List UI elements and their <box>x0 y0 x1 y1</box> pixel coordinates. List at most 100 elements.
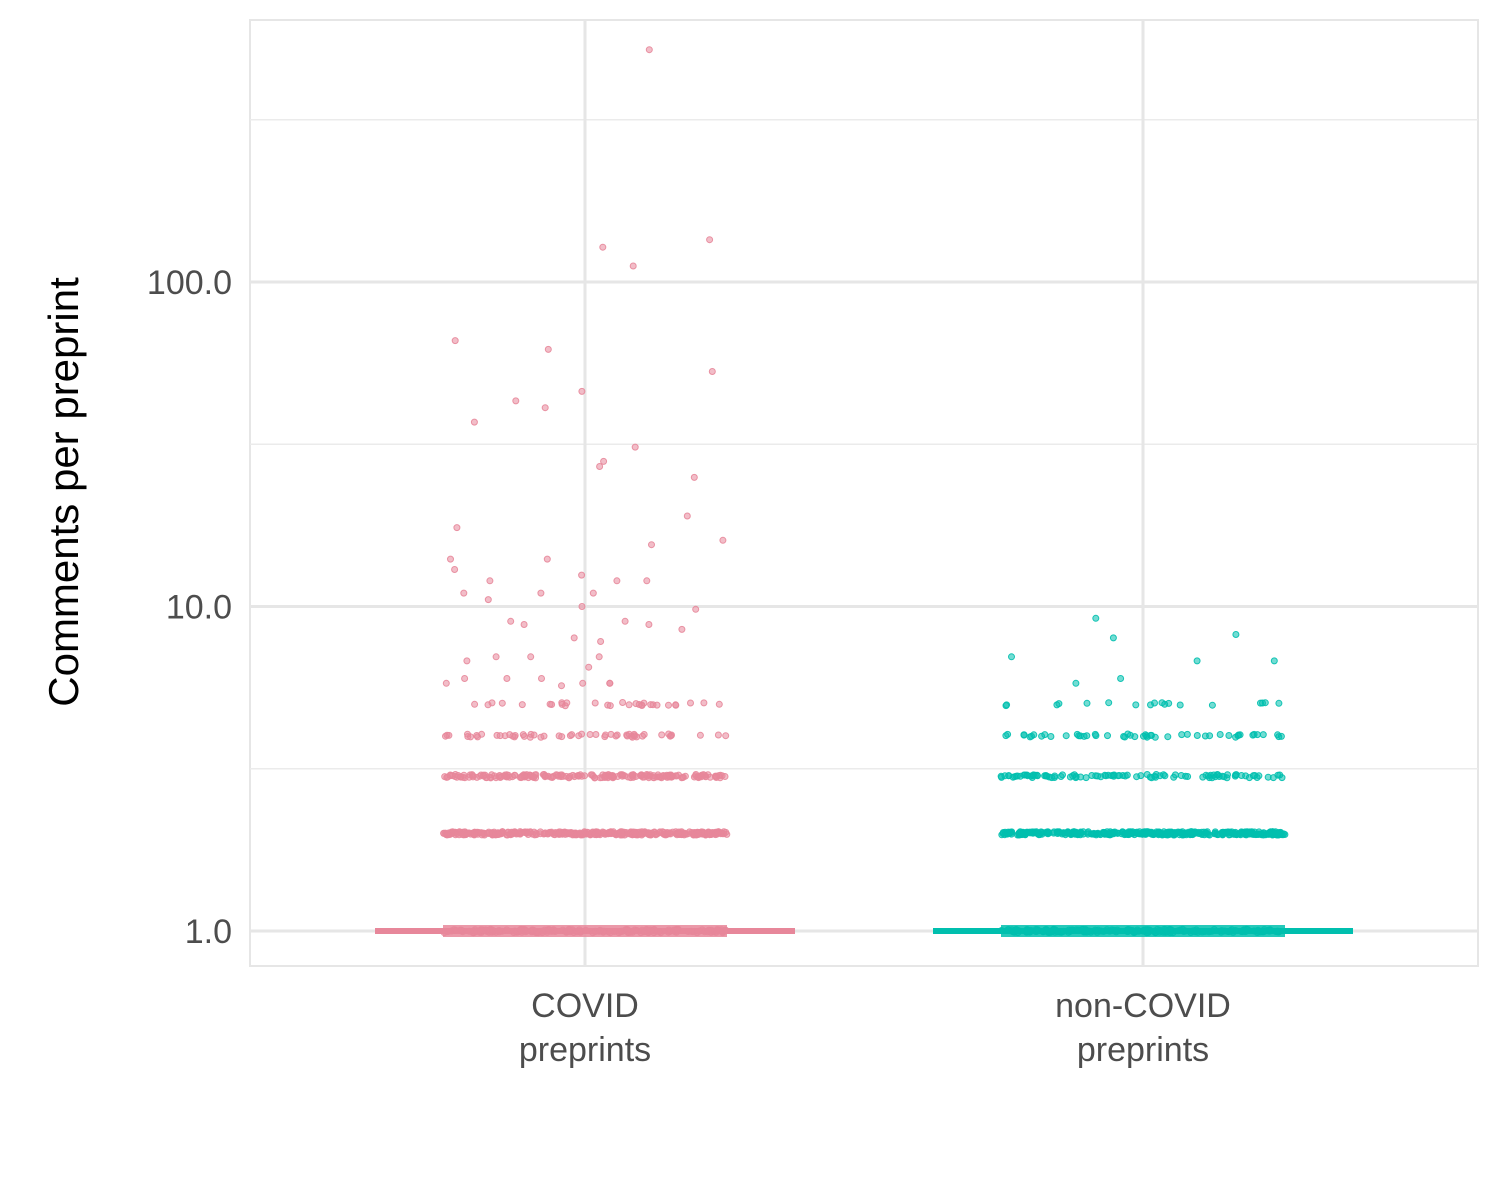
series-1-outlier <box>1109 634 1117 642</box>
series-0-point <box>591 699 599 707</box>
series-1-point <box>1054 830 1062 837</box>
series-0-point <box>672 701 680 709</box>
series-0-point <box>615 929 623 937</box>
series-0-point <box>484 701 492 709</box>
series-0-point <box>501 732 509 740</box>
series-0-point <box>592 731 600 738</box>
series-0-outlier <box>643 577 651 585</box>
series-0-outlier <box>543 555 551 563</box>
series-1-point <box>1047 733 1055 740</box>
series-0-point <box>492 831 500 838</box>
series-1-point <box>1183 730 1191 738</box>
series-0-point <box>441 773 449 781</box>
series-1-point <box>1232 927 1240 934</box>
series-0-point <box>665 701 672 709</box>
series-1-point <box>1275 733 1283 741</box>
series-0-point <box>516 828 524 836</box>
series-0-point <box>638 701 646 709</box>
series-1-point <box>1267 927 1275 935</box>
series-0-outlier <box>613 577 621 585</box>
series-1-point <box>1110 771 1118 779</box>
series-0-outlier <box>453 524 461 532</box>
series-1-point <box>1152 771 1160 778</box>
series-0-outlier <box>589 589 597 597</box>
series-0-outlier <box>719 536 727 544</box>
series-0-point <box>599 928 607 936</box>
series-0-point <box>607 830 615 838</box>
series-0-point <box>538 929 546 937</box>
series-1-point <box>1090 829 1098 837</box>
series-0-point <box>640 773 648 781</box>
series-1-point <box>1142 829 1150 837</box>
series-1-outlier <box>1193 657 1201 665</box>
series-1-point <box>1216 731 1224 738</box>
series-0-point <box>722 732 730 740</box>
series-1-point <box>1161 772 1169 780</box>
series-1-point <box>1133 828 1141 836</box>
series-0-point <box>518 701 526 709</box>
series-1-point <box>1164 733 1172 741</box>
series-0-point <box>619 771 627 779</box>
series-0-point <box>566 772 574 780</box>
series-1-point <box>1074 927 1082 935</box>
series-0-point <box>666 732 674 740</box>
series-1-point <box>1028 732 1035 740</box>
series-1-point <box>1043 829 1051 837</box>
series-1-point <box>1123 829 1131 837</box>
series-1-point <box>1083 699 1091 707</box>
series-1-point <box>1225 732 1233 739</box>
series-1-point <box>1042 772 1050 780</box>
series-0-point <box>663 829 671 836</box>
series-0-point <box>639 732 646 740</box>
series-0-outlier <box>461 675 469 682</box>
series-0-point <box>455 828 463 836</box>
series-1-outlier <box>1072 679 1080 687</box>
series-1-point <box>1221 927 1229 935</box>
series-1-point <box>1257 699 1264 707</box>
series-0-outlier <box>541 404 549 412</box>
series-1-point <box>1208 701 1216 709</box>
series-0-outlier <box>451 337 459 345</box>
series-0-point <box>658 731 666 739</box>
series-0-outlier <box>507 617 515 625</box>
series-0-outlier <box>678 625 686 633</box>
series-1-point <box>1013 772 1021 780</box>
series-0-outlier <box>578 387 586 395</box>
series-0-point <box>561 702 569 710</box>
series-1-point <box>1164 831 1172 839</box>
series-0-point <box>558 771 566 779</box>
series-0-point <box>495 773 503 781</box>
series-0-point <box>537 733 545 741</box>
series-0-point <box>715 700 723 708</box>
series-1-point <box>1176 829 1184 837</box>
series-0-outlier <box>692 605 700 613</box>
series-1-point <box>1275 699 1283 707</box>
ticks-layer: 1.0 10.0 100.0 COVID preprints non-COVID prepr… <box>147 264 1231 1069</box>
series-1-point <box>1176 701 1184 709</box>
series-0-point <box>555 732 563 740</box>
series-1-point <box>1170 773 1178 781</box>
series-1-point <box>1070 771 1078 779</box>
x-tick-label: non-COVID preprints <box>1055 987 1231 1069</box>
series-1-outlier <box>1232 631 1240 638</box>
series-0-point <box>625 701 633 709</box>
series-1-point <box>1002 702 1010 710</box>
series-1-point <box>998 927 1005 934</box>
series-0-point <box>471 829 479 837</box>
series-0-outlier <box>600 457 608 465</box>
series-0-point <box>673 830 681 837</box>
series-1-point <box>1092 732 1100 740</box>
series-0-point <box>443 830 451 838</box>
series-0-outlier <box>578 571 586 579</box>
series-0-point <box>548 701 556 708</box>
series-0-outlier <box>629 262 637 270</box>
series-0-outlier <box>631 443 639 451</box>
series-1-point <box>1073 830 1081 838</box>
series-0-point <box>628 771 636 779</box>
series-1-point <box>1264 773 1272 781</box>
series-0-point <box>448 927 455 935</box>
series-1-point <box>1131 733 1139 741</box>
series-0-point <box>644 929 652 937</box>
series-1-point <box>1177 926 1184 934</box>
series-0-point <box>601 733 609 741</box>
